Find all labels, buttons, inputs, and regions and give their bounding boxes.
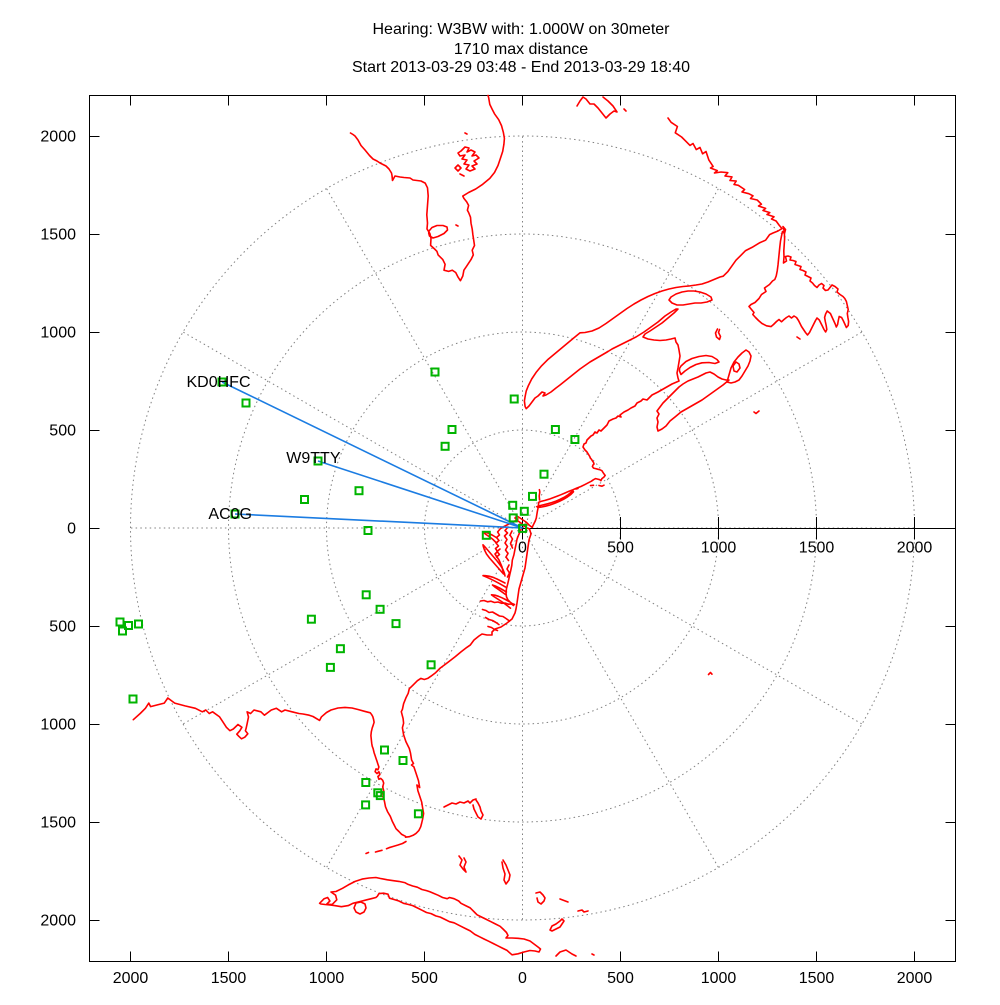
svg-text:1500: 1500 <box>799 540 835 557</box>
svg-text:1500: 1500 <box>40 227 76 244</box>
svg-text:1000: 1000 <box>701 970 737 987</box>
svg-text:2000: 2000 <box>897 540 933 557</box>
svg-text:500: 500 <box>607 970 634 987</box>
svg-text:1710 max distance: 1710 max distance <box>454 41 588 58</box>
svg-text:1500: 1500 <box>211 970 247 987</box>
svg-text:500: 500 <box>49 423 76 440</box>
svg-text:500: 500 <box>411 970 438 987</box>
svg-text:Start 2013-03-29 03:48 - End 2: Start 2013-03-29 03:48 - End 2013-03-29 … <box>352 59 690 76</box>
svg-text:500: 500 <box>607 540 634 557</box>
svg-text:1500: 1500 <box>799 970 835 987</box>
svg-text:AC0G: AC0G <box>208 506 252 523</box>
svg-text:1000: 1000 <box>309 970 345 987</box>
svg-text:Hearing: W3BW with: 1.000W on: Hearing: W3BW with: 1.000W on 30meter <box>372 21 670 38</box>
svg-text:2000: 2000 <box>113 970 149 987</box>
svg-text:1000: 1000 <box>40 717 76 734</box>
svg-text:2000: 2000 <box>40 913 76 930</box>
svg-text:1000: 1000 <box>40 325 76 342</box>
svg-text:1000: 1000 <box>701 540 737 557</box>
svg-text:KD0HFC: KD0HFC <box>186 374 250 391</box>
svg-text:0: 0 <box>518 970 527 987</box>
svg-text:0: 0 <box>518 540 527 557</box>
svg-text:2000: 2000 <box>897 970 933 987</box>
svg-text:0: 0 <box>67 521 76 538</box>
svg-text:1500: 1500 <box>40 815 76 832</box>
svg-text:2000: 2000 <box>40 129 76 146</box>
svg-text:500: 500 <box>49 619 76 636</box>
svg-text:W9TTY: W9TTY <box>286 450 341 467</box>
